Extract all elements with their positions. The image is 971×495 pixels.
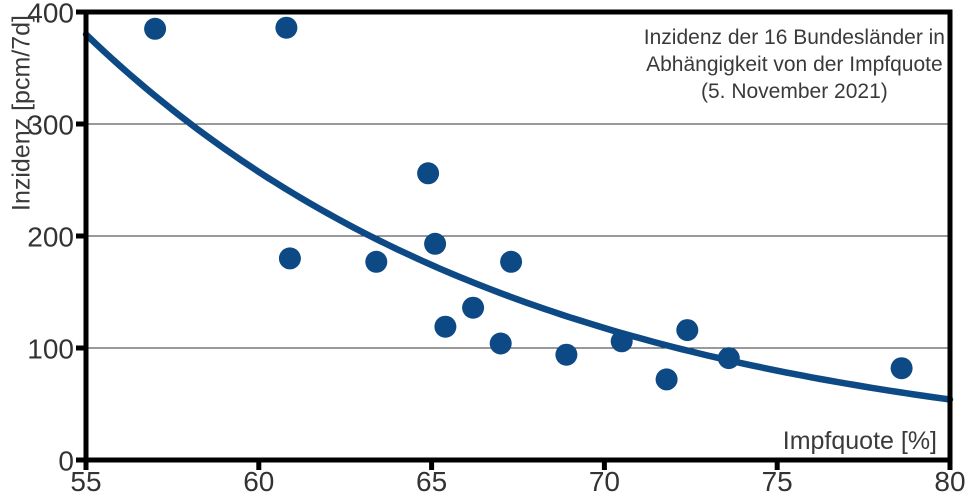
y-tick-label: 400 bbox=[27, 0, 74, 29]
plot-border bbox=[83, 9, 953, 463]
x-tick-label: 55 bbox=[70, 466, 101, 495]
y-tick-label: 0 bbox=[58, 446, 74, 477]
data-point bbox=[890, 357, 913, 380]
data-point bbox=[275, 16, 298, 39]
data-point bbox=[555, 343, 578, 366]
data-point bbox=[655, 368, 678, 391]
data-point bbox=[144, 17, 167, 40]
chart-title-line-2: Abhängigkeit von der Impfquote bbox=[646, 53, 943, 76]
trend-curve bbox=[82, 31, 954, 403]
y-tick-label: 300 bbox=[27, 110, 74, 141]
data-point bbox=[278, 247, 301, 270]
x-tick-label: 65 bbox=[416, 466, 447, 495]
data-point bbox=[417, 162, 440, 185]
data-point bbox=[676, 319, 699, 342]
data-point bbox=[424, 232, 447, 255]
y-axis-title: Inzidenz [pcm/7d] bbox=[7, 15, 36, 211]
x-tick-label: 60 bbox=[243, 466, 274, 495]
data-point bbox=[717, 347, 740, 370]
y-tick-label: 200 bbox=[27, 222, 74, 253]
y-tick-label: 100 bbox=[27, 334, 74, 365]
x-tick-label: 80 bbox=[934, 466, 965, 495]
data-point bbox=[500, 250, 523, 273]
data-point bbox=[610, 330, 633, 353]
data-point bbox=[365, 250, 388, 273]
chart-title: Inzidenz der 16 Bundesländer in Abhängig… bbox=[644, 24, 945, 105]
chart-title-line-3: (5. November 2021) bbox=[701, 80, 888, 103]
chart-title-line-1: Inzidenz der 16 Bundesländer in bbox=[643, 26, 945, 49]
data-point bbox=[462, 296, 485, 319]
x-axis-title: Impfquote [%] bbox=[782, 427, 937, 455]
data-point bbox=[489, 332, 512, 355]
x-tick-label: 75 bbox=[762, 466, 793, 495]
data-point bbox=[434, 315, 457, 338]
x-tick-label: 70 bbox=[589, 466, 620, 495]
